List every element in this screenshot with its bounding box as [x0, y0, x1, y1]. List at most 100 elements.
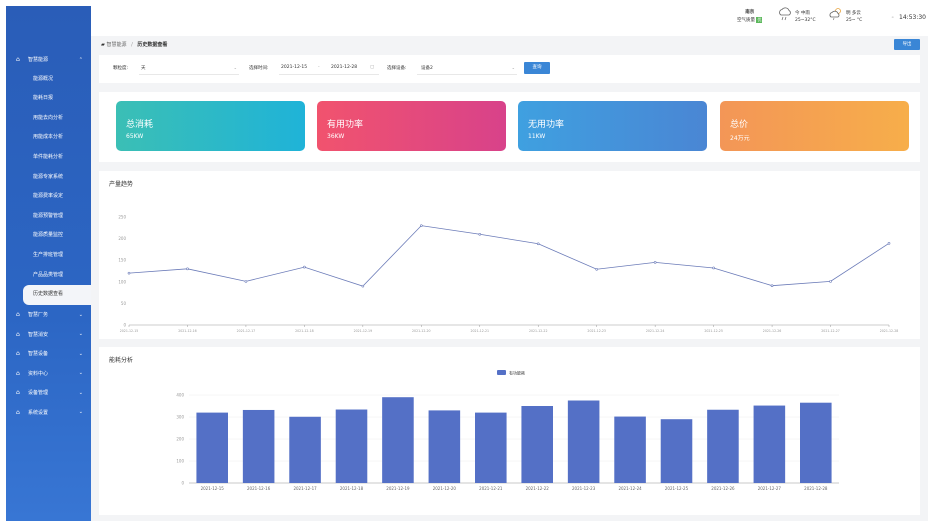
- sidebar-group-0[interactable]: ⌂ 智慧能源 ⌃: [6, 50, 91, 70]
- production-trend-panel: 产量趋势 0 50 100 150 200 250 2021-12-15 2021-12-16…: [99, 171, 920, 339]
- breadcrumb: ▰ 智慧能源 / 历史数据查看: [101, 41, 167, 48]
- data-point: [770, 284, 774, 287]
- x-tick-label: 2021-12-19: [386, 486, 410, 491]
- sidebar-item[interactable]: 用能去向分析: [33, 114, 64, 121]
- sidebar-item[interactable]: 能源费率设定: [33, 193, 64, 200]
- stat-card-value: 24万元: [730, 135, 750, 142]
- y-tick-label: 0: [181, 481, 184, 486]
- energy-analysis-panel: 能耗分析 有功能耗 0 100 200 300 400 2021-12-15 2021-12-…: [99, 347, 920, 515]
- x-tick-label: 2021-12-23: [587, 329, 606, 333]
- city-block: 南京 空气质量 优: [737, 9, 763, 23]
- bar: [382, 397, 414, 483]
- x-tick-label: 2021-12-25: [665, 486, 689, 491]
- data-point: [712, 266, 715, 270]
- stat-card-title: 总消耗: [126, 120, 154, 130]
- data-point: [595, 267, 598, 271]
- bar: [335, 409, 368, 483]
- sidebar-item[interactable]: 能源预警管理: [33, 212, 64, 219]
- stat-cards: 总消耗 65KW 有用功率 36KW 无用功率 11KW 总价 24万元: [99, 92, 920, 162]
- device-value: 设备2: [421, 66, 433, 71]
- x-tick-label: 2021-12-15: [201, 486, 225, 491]
- stat-card-total-consumption: 总消耗 65KW: [116, 101, 305, 151]
- home-icon: ⌂: [16, 56, 20, 64]
- chevron-down-icon: ⌄: [78, 389, 83, 396]
- legend-label: 有功能耗: [509, 370, 525, 376]
- date-end[interactable]: 2021-12-28: [331, 65, 358, 70]
- breadcrumb-separator: /: [131, 42, 133, 48]
- x-tick-label: 2021-12-28: [880, 329, 899, 333]
- query-button[interactable]: 查询: [524, 62, 550, 74]
- x-tick-label: 2021-12-26: [711, 486, 735, 491]
- sidebar-group-label: 系统设置: [28, 409, 49, 416]
- breadcrumb-root[interactable]: 智慧能源: [106, 42, 127, 48]
- sidebar-group-1[interactable]: ⌂ 智慧厂务 ⌄: [6, 305, 91, 325]
- bar: [707, 409, 739, 483]
- x-tick-label: 2021-12-16: [178, 329, 197, 333]
- data-point: [303, 265, 306, 269]
- x-tick-label: 2021-12-15: [120, 329, 139, 333]
- x-tick-label: 2021-12-19: [354, 329, 373, 333]
- sidebar-group-3[interactable]: ⌂ 智慧设备 ⌄: [6, 344, 91, 364]
- series-line: [128, 225, 890, 287]
- x-tick-label: 2021-12-24: [646, 329, 665, 333]
- chevron-down-icon: ⌄: [78, 331, 83, 338]
- stat-card-title: 总价: [730, 120, 749, 130]
- sun-cloud-icon: [828, 7, 844, 23]
- x-tick-label: 2021-12-24: [618, 486, 642, 491]
- sidebar-item[interactable]: 能源专家系统: [33, 173, 64, 180]
- x-tick-label: 2021-12-18: [340, 486, 364, 491]
- date-start[interactable]: 2021-12-15: [281, 65, 308, 70]
- sidebar-item[interactable]: 生产排班管理: [33, 251, 64, 258]
- x-tick-label: 2021-12-17: [237, 329, 256, 333]
- sidebar-item[interactable]: 能源质量监控: [33, 232, 64, 239]
- date-range-picker[interactable]: 2021-12-15 - 2021-12-28 ▢: [279, 62, 379, 75]
- y-tick-label: 300: [176, 415, 184, 420]
- sidebar-group-5[interactable]: ⌂ 设备管理 ⌄: [6, 383, 91, 403]
- chevron-down-icon: ⌄: [511, 65, 515, 70]
- sidebar-group-label: 智慧厂务: [28, 312, 49, 319]
- data-point: [536, 242, 540, 246]
- y-tick-label: 100: [118, 279, 126, 284]
- y-tick-label: 200: [176, 437, 184, 442]
- x-tick-label: 2021-12-21: [471, 329, 490, 333]
- data-point: [244, 280, 248, 283]
- stat-card-value: 11KW: [528, 133, 546, 140]
- device-label: 选择设备:: [387, 66, 407, 71]
- sidebar-item[interactable]: 历史数据查看: [23, 285, 91, 305]
- bar: [521, 406, 553, 483]
- stat-card-value: 36KW: [327, 133, 345, 140]
- x-tick-label: 2021-12-20: [433, 486, 457, 491]
- main-content: ▰ 智慧能源 / 历史数据查看 导出 颗粒度: 天 ⌄ 选择时间: 2021-1…: [91, 36, 928, 521]
- chevron-down-icon: ⌄: [78, 370, 83, 377]
- data-point: [478, 232, 482, 236]
- sidebar-item[interactable]: 能耗日报: [33, 95, 54, 102]
- sidebar-group-4[interactable]: ⌂ 资料中心 ⌄: [6, 364, 91, 384]
- gear-icon: ⌂: [16, 408, 20, 416]
- breadcrumb-current: 历史数据查看: [137, 42, 168, 48]
- time-label: 选择时间:: [249, 66, 269, 71]
- bar: [428, 410, 461, 483]
- sidebar-group-2[interactable]: ⌂ 智慧消安 ⌄: [6, 324, 91, 344]
- granularity-label: 颗粒度:: [113, 66, 129, 71]
- weather-tomorrow-label: 明 多云: [846, 11, 861, 16]
- device-select[interactable]: 设备2 ⌄: [417, 62, 517, 75]
- sidebar-group-label: 智慧设备: [28, 351, 49, 358]
- granularity-select[interactable]: 天 ⌄: [139, 62, 239, 75]
- chevron-down-icon: ⌄: [78, 409, 83, 416]
- rain-cloud-icon: [777, 7, 793, 23]
- tool-icon: ⌂: [16, 389, 20, 397]
- air-quality-label: 空气质量: [737, 18, 755, 23]
- sidebar-menu: ⌂ 智慧能源 ⌃ 能源概况能耗日报用能去向分析 用能成本分析 单件能耗分析 能源专家系统 能源…: [6, 50, 91, 422]
- sidebar-item[interactable]: 用能成本分析: [33, 134, 64, 141]
- stat-card-total-price: 总价 24万元: [720, 101, 909, 151]
- sidebar-item[interactable]: 能源概况: [33, 75, 54, 82]
- sidebar-item[interactable]: 产品品类管理: [33, 271, 64, 278]
- sidebar-item[interactable]: 单件能耗分析: [33, 153, 64, 160]
- y-tick-label: 200: [118, 236, 126, 241]
- export-button[interactable]: 导出: [894, 39, 920, 50]
- x-tick-label: 2021-12-27: [821, 329, 840, 333]
- data-point: [361, 284, 365, 288]
- sidebar-group-6[interactable]: ⌂ 系统设置 ⌄: [6, 403, 91, 423]
- air-quality-badge: 优: [756, 17, 763, 23]
- x-tick-label: 2021-12-26: [763, 329, 782, 333]
